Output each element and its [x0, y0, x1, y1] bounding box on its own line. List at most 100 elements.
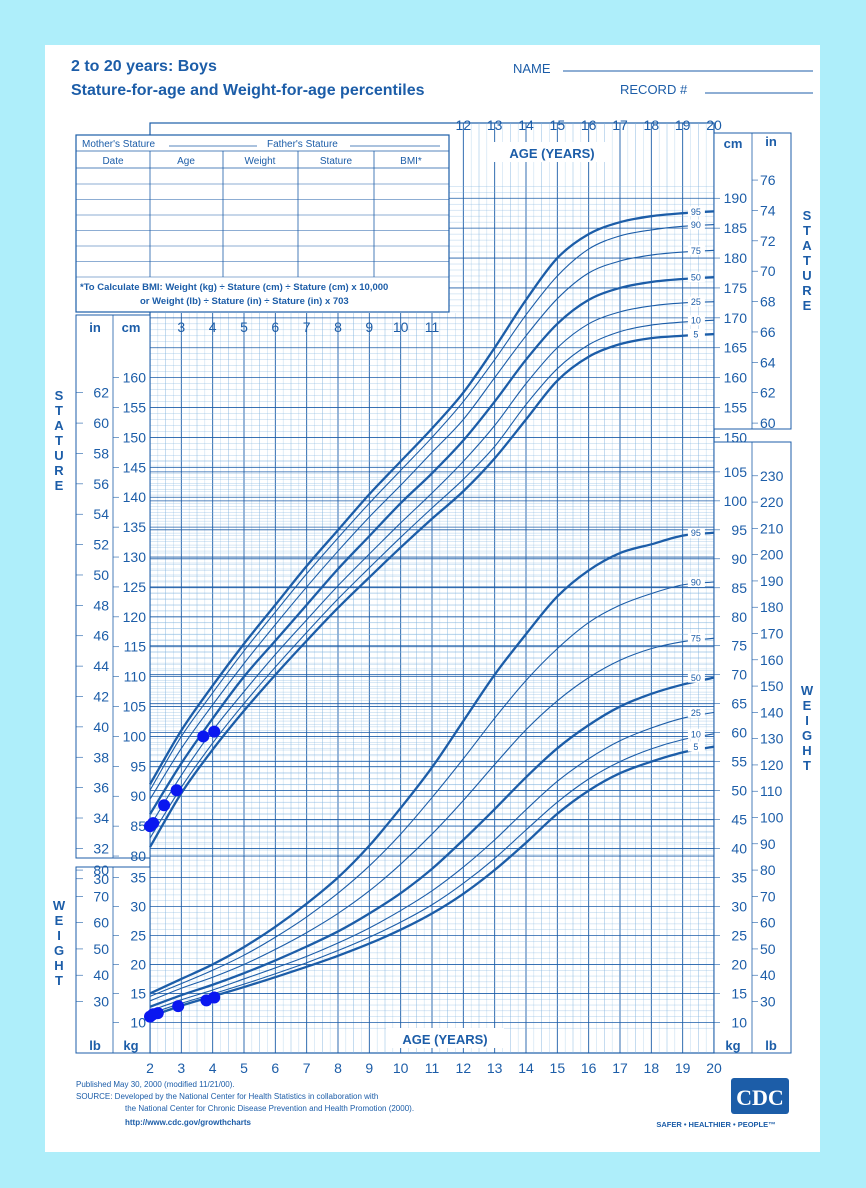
- age-tick-bottom: 11: [425, 1060, 440, 1076]
- age-tick-bottom: 17: [612, 1060, 628, 1076]
- age-tick-bottom: 19: [675, 1060, 691, 1076]
- unit-in-left: in: [89, 320, 101, 335]
- cm-tick-left: 135: [123, 519, 147, 535]
- kg-tick-right: 45: [731, 812, 747, 828]
- weight-curve-p90: [149, 581, 715, 997]
- svg-text:S: S: [803, 208, 812, 223]
- stature-point[interactable]: [170, 784, 183, 797]
- svg-text:G: G: [802, 728, 812, 743]
- in-tick-left: 30: [93, 871, 109, 887]
- weight-point[interactable]: [151, 1007, 164, 1020]
- lb-tick-left: 30: [93, 994, 109, 1010]
- stature-point[interactable]: [208, 725, 221, 738]
- lb-tick-right: 220: [760, 494, 784, 510]
- weight-point[interactable]: [172, 1000, 185, 1013]
- in-tick-left: 50: [93, 567, 109, 583]
- weight-curve-label: 5: [693, 742, 698, 752]
- weight-curve-label: 25: [691, 708, 701, 718]
- cm-tick-right: 180: [724, 250, 748, 266]
- lb-tick-right: 150: [760, 678, 784, 694]
- cm-tick-left: 100: [123, 728, 147, 744]
- age-tick-mid: 9: [365, 319, 373, 335]
- age-tick-mid: 8: [334, 319, 342, 335]
- age-tick-bottom: 10: [393, 1060, 409, 1076]
- kg-tick-right: 15: [731, 985, 747, 1001]
- kg-tick-right: 90: [731, 551, 747, 567]
- weight-curve-label: 50: [691, 673, 701, 683]
- cdc-tagline: SAFER • HEALTHIER • PEOPLE™: [656, 1120, 775, 1129]
- kg-tick-right: 10: [731, 1014, 747, 1030]
- unit-kg-right: kg: [725, 1038, 740, 1053]
- svg-text:E: E: [55, 913, 64, 928]
- col-stature: Stature: [320, 156, 353, 167]
- in-tick-left: 46: [93, 628, 109, 644]
- svg-text:T: T: [55, 403, 63, 418]
- weight-curve-label: 75: [691, 634, 701, 644]
- kg-tick-right: 25: [731, 927, 747, 943]
- weight-curve-label: 10: [691, 729, 701, 739]
- lb-tick-right: 170: [760, 626, 784, 642]
- age-tick-mid: 7: [303, 319, 311, 335]
- stature-curve-p10: [149, 319, 715, 839]
- lb-tick-right: 30: [760, 994, 776, 1010]
- age-tick-top: 18: [644, 117, 660, 133]
- footer-url[interactable]: http://www.cdc.gov/growthcharts: [125, 1118, 251, 1127]
- weight-point[interactable]: [208, 991, 221, 1004]
- cm-tick-left: 90: [130, 788, 146, 804]
- kg-tick-right: 30: [731, 899, 747, 915]
- stature-curve-label: 25: [691, 297, 701, 307]
- svg-text:T: T: [803, 253, 811, 268]
- age-tick-mid: 3: [177, 319, 185, 335]
- in-tick-right: 70: [760, 263, 776, 279]
- lb-tick-right: 120: [760, 757, 784, 773]
- cm-tick-left: 125: [123, 579, 147, 595]
- svg-text:U: U: [802, 268, 811, 283]
- kg-tick-left: 35: [130, 870, 146, 886]
- svg-text:R: R: [54, 463, 64, 478]
- age-axis-label-top: AGE (YEARS): [509, 146, 594, 161]
- bmi-note-line2: or Weight (lb) ÷ Stature (in) ÷ Stature …: [140, 296, 349, 307]
- cm-tick-right: 175: [724, 280, 748, 296]
- stature-point[interactable]: [147, 817, 160, 830]
- age-tick-bottom: 3: [177, 1060, 185, 1076]
- cm-tick-right: 185: [724, 220, 748, 236]
- age-tick-mid: 6: [271, 319, 279, 335]
- lb-tick-right: 130: [760, 731, 784, 747]
- age-tick-bottom: 5: [240, 1060, 248, 1076]
- svg-text:U: U: [54, 448, 63, 463]
- stature-point[interactable]: [197, 730, 210, 743]
- mothers-stature-label: Mother's Stature: [82, 139, 155, 150]
- age-tick-bottom: 4: [209, 1060, 217, 1076]
- cm-tick-left: 160: [123, 370, 147, 386]
- footer-source-line1: SOURCE: Developed by the National Center…: [76, 1092, 378, 1101]
- kg-tick-left: 25: [130, 927, 146, 943]
- stature-point[interactable]: [158, 799, 171, 812]
- kg-tick-right: 65: [731, 696, 747, 712]
- svg-text:A: A: [802, 238, 812, 253]
- chart-title-line2: Stature-for-age and Weight-for-age perce…: [71, 82, 425, 99]
- age-tick-bottom: 12: [456, 1060, 472, 1076]
- age-tick-mid: 11: [425, 319, 440, 335]
- age-tick-top: 20: [706, 117, 722, 133]
- cm-tick-right: 160: [724, 370, 748, 386]
- in-tick-left: 40: [93, 719, 109, 735]
- stature-curve-p5: [149, 332, 715, 848]
- svg-text:H: H: [54, 958, 63, 973]
- age-tick-mid: 4: [209, 319, 217, 335]
- kg-tick-left: 30: [130, 899, 146, 915]
- weight-curve-p50: [149, 676, 715, 1008]
- lb-tick-left: 80: [93, 862, 109, 878]
- lb-tick-right: 140: [760, 704, 784, 720]
- kg-tick-left: 20: [130, 956, 146, 972]
- cm-tick-left: 155: [123, 400, 147, 416]
- record-label: RECORD #: [620, 82, 688, 97]
- lb-tick-right: 180: [760, 599, 784, 615]
- stature-curve-label: 50: [691, 273, 701, 283]
- in-tick-right: 60: [760, 415, 776, 431]
- in-tick-right: 74: [760, 202, 776, 218]
- lb-tick-right: 100: [760, 810, 784, 826]
- cm-tick-left: 85: [130, 818, 146, 834]
